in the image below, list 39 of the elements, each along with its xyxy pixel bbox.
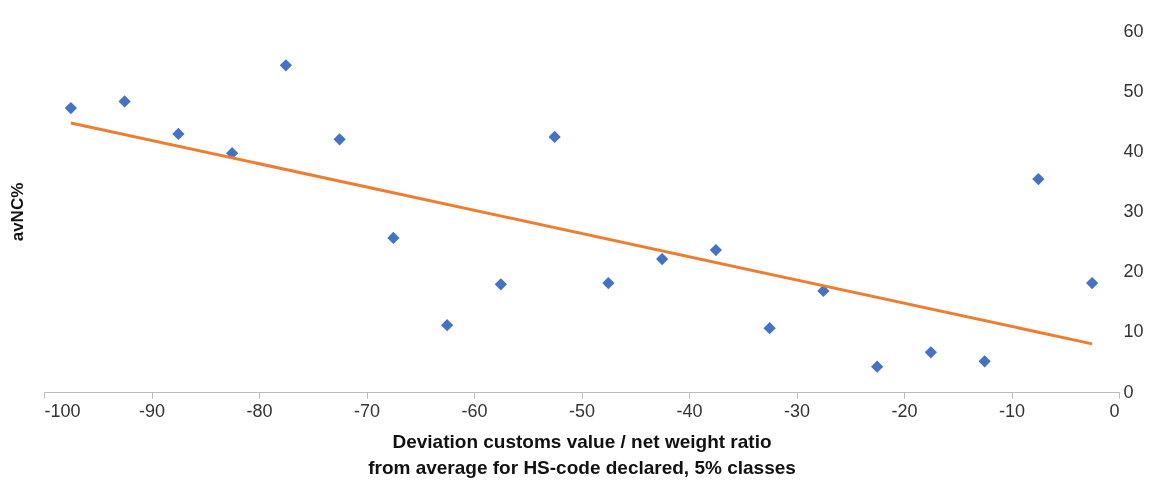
point <box>978 355 991 368</box>
y-tick-label: 50 <box>1123 80 1144 101</box>
x-tick-label: -90 <box>138 400 166 421</box>
point <box>333 133 346 146</box>
point <box>1032 172 1045 186</box>
point <box>64 101 77 115</box>
x-tick-label: -40 <box>676 400 703 421</box>
x-tick-label: -20 <box>891 400 918 421</box>
y-tick-label: 10 <box>1123 321 1144 342</box>
point <box>118 95 131 108</box>
point <box>548 130 561 144</box>
point <box>226 147 239 160</box>
y-tick-label: 30 <box>1123 201 1144 221</box>
y-tick-label: 20 <box>1123 261 1144 282</box>
point <box>1086 276 1099 290</box>
point <box>924 346 937 359</box>
x-tick-label: -70 <box>353 400 381 421</box>
point <box>709 243 722 257</box>
point <box>871 360 884 373</box>
y-axis-title: avNC% <box>7 182 27 242</box>
point <box>494 278 507 291</box>
point <box>441 319 454 332</box>
point <box>387 231 400 245</box>
x-tick-label: -10 <box>998 400 1026 421</box>
point <box>656 252 669 266</box>
point <box>279 59 292 72</box>
y-tick-label: 0 <box>1123 381 1134 402</box>
y-tick-label: 40 <box>1123 140 1144 161</box>
x-tick-label: -50 <box>568 400 596 421</box>
y-tick-label: 60 <box>1123 20 1144 41</box>
x-tick-label: -60 <box>461 400 488 421</box>
point <box>602 276 615 290</box>
x-axis-title: Deviation customs value / net weight ratio from average for HS-code declared, 5% classes <box>368 430 796 478</box>
x-tick-label: -100 <box>44 400 81 421</box>
x-tick-label: -30 <box>783 400 811 421</box>
point <box>763 322 776 335</box>
x-tick-label: 0 <box>1109 400 1120 421</box>
point <box>172 127 185 141</box>
x-tick-label: -80 <box>246 400 273 421</box>
